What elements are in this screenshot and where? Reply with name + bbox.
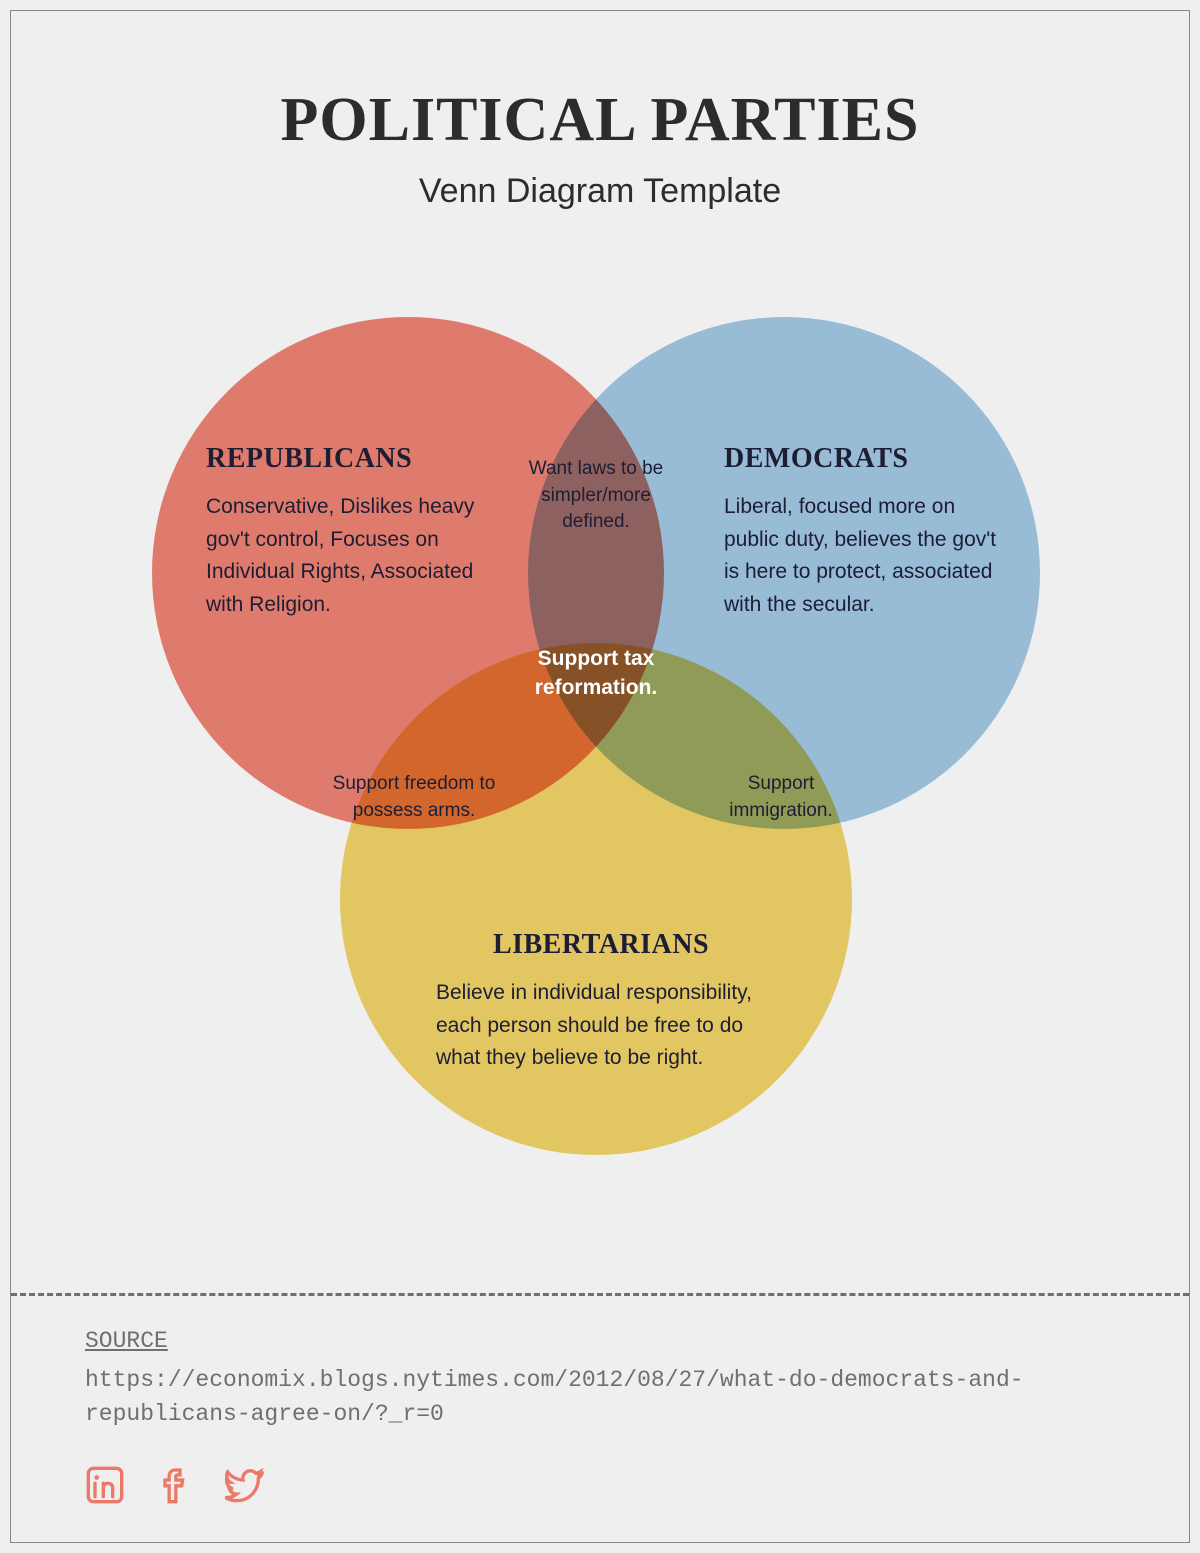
- overlap-ac: Support freedom to possess arms.: [324, 771, 504, 824]
- circle-libertarians: [340, 643, 852, 1155]
- source-block: SOURCE https://economix.blogs.nytimes.co…: [85, 1324, 1115, 1432]
- venn-diagram: REPUBLICANS Conservative, Dislikes heavy…: [11, 311, 1189, 1291]
- page-title: POLITICAL PARTIES: [11, 85, 1189, 156]
- facebook-icon[interactable]: [155, 1465, 195, 1510]
- overlap-abc: Support tax reformation.: [511, 644, 681, 703]
- label-libertarians-body: Believe in individual responsibility, ea…: [436, 977, 766, 1075]
- label-republicans: REPUBLICANS Conservative, Dislikes heavy…: [206, 443, 496, 621]
- label-democrats: DEMOCRATS Liberal, focused more on publi…: [724, 443, 1014, 621]
- label-libertarians: LIBERTARIANS Believe in individual respo…: [436, 929, 766, 1075]
- source-label: SOURCE: [85, 1324, 168, 1359]
- infographic-frame: POLITICAL PARTIES Venn Diagram Template …: [10, 10, 1190, 1543]
- source-url: https://economix.blogs.nytimes.com/2012/…: [85, 1367, 1024, 1428]
- twitter-icon[interactable]: [225, 1465, 265, 1510]
- label-republicans-body: Conservative, Dislikes heavy gov't contr…: [206, 491, 476, 621]
- overlap-ab: Want laws to be simpler/more defined.: [516, 456, 676, 536]
- label-libertarians-title: LIBERTARIANS: [436, 929, 766, 961]
- linkedin-icon[interactable]: [85, 1465, 125, 1510]
- page-subtitle: Venn Diagram Template: [11, 172, 1189, 211]
- label-democrats-title: DEMOCRATS: [724, 443, 1014, 475]
- footer-divider: [11, 1293, 1189, 1296]
- label-democrats-body: Liberal, focused more on public duty, be…: [724, 491, 1004, 621]
- label-republicans-title: REPUBLICANS: [206, 443, 496, 475]
- header: POLITICAL PARTIES Venn Diagram Template: [11, 11, 1189, 211]
- overlap-bc: Support immigration.: [701, 771, 861, 824]
- social-icons: [85, 1465, 265, 1510]
